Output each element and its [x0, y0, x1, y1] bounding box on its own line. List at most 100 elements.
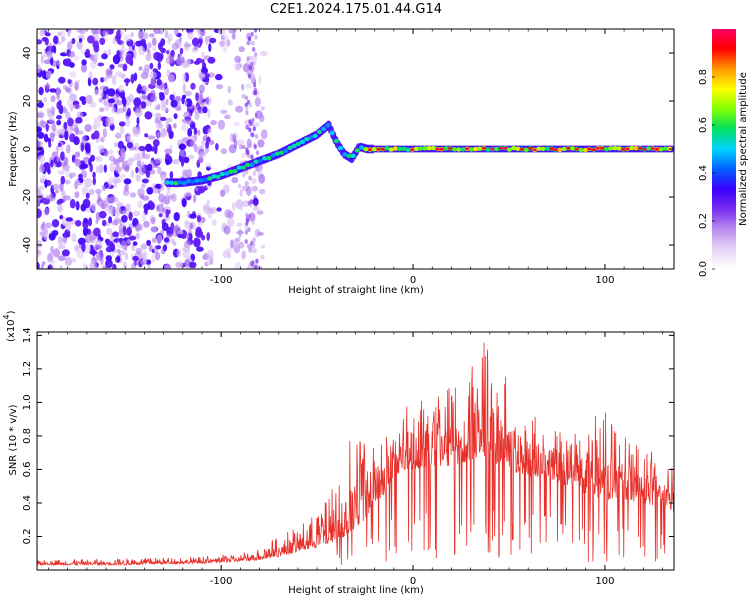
spectrogram-ridge-cell	[633, 146, 639, 151]
spectrogram-cell	[234, 55, 242, 63]
spectrogram-cell	[53, 35, 59, 45]
spectrogram-cell	[41, 261, 46, 266]
spectrogram-cell	[97, 145, 105, 153]
spectrogram-cell	[219, 109, 227, 114]
spectrogram-cell	[160, 182, 165, 192]
spectrogram-cell	[105, 117, 109, 128]
spectrogram-cell	[115, 166, 122, 174]
spectrogram-cell	[92, 177, 97, 186]
spectrogram-panel: -100 0 100 -40 -20 0 20 40 Height of straight …	[8, 28, 675, 296]
spectrogram-ridge-peak	[490, 147, 495, 151]
spectrogram-ridge-cell	[608, 146, 614, 151]
spectrogram-cell	[149, 71, 157, 79]
spectrogram-cell	[245, 105, 249, 111]
spectrogram-cell	[154, 117, 160, 125]
spectrogram-cell	[233, 121, 240, 127]
spectrogram-cell	[150, 226, 158, 234]
spectrogram-ridge-peak	[498, 146, 504, 150]
spectrogram-cell	[254, 34, 258, 40]
spectrogram-cell	[105, 255, 113, 262]
spectrogram-cell	[138, 165, 146, 176]
spectrogram-cell	[49, 88, 57, 93]
spectrogram-cell	[48, 42, 52, 52]
spectrogram-cell	[202, 106, 208, 114]
spectrogram-ridge-cell	[278, 150, 284, 155]
spectrogram-cell	[196, 246, 204, 252]
spectrogram-cell	[229, 132, 234, 143]
spectrogram-cell	[131, 244, 136, 252]
spectrogram-ylabel: Frequency (Hz)	[8, 111, 19, 187]
spectrogram-cell	[100, 77, 105, 83]
spectrogram-cell	[259, 188, 266, 195]
spectrogram-cell	[67, 41, 73, 51]
spectrogram-ridge-cell	[658, 147, 664, 152]
x-tick-label: -100	[210, 275, 233, 286]
spectrogram-cell	[244, 229, 248, 235]
spectrogram-ridge-peak	[465, 147, 470, 151]
spectrogram-cell	[207, 210, 213, 219]
spectrogram-cell	[167, 209, 171, 215]
spectrogram-cell	[115, 206, 122, 216]
spectrogram-cell	[247, 73, 252, 79]
spectrogram-cell	[117, 84, 125, 93]
spectrogram-cell	[97, 62, 105, 67]
spectrogram-cell	[218, 29, 226, 37]
spectrogram-cell	[93, 227, 101, 237]
spectrogram-cell	[188, 213, 197, 219]
spectrogram-cell	[37, 208, 42, 219]
spectrogram-cell	[133, 127, 139, 135]
spectrogram-cell	[164, 264, 172, 269]
spectrogram-cell	[111, 221, 115, 225]
spectrogram-ridge-peak	[566, 146, 571, 150]
spectrogram-ridge-cell	[270, 153, 276, 158]
spectrogram-cell	[56, 60, 61, 67]
spectrogram-cell	[133, 153, 141, 161]
spectrogram-ridge-peak	[549, 147, 554, 151]
spectrogram-cell	[41, 221, 46, 229]
spectrogram-cell	[112, 37, 117, 45]
spectrogram-cell	[95, 156, 103, 163]
spectrogram-cell	[179, 147, 185, 158]
spectrogram-cell	[173, 113, 178, 120]
spectrogram-cell	[164, 82, 168, 90]
spectrogram-cell	[43, 133, 49, 143]
spectrogram-cell	[155, 112, 162, 120]
y-tick-label: -40	[22, 237, 33, 253]
spectrogram-ridge-peak	[532, 148, 537, 152]
spectrogram-cell	[69, 174, 73, 180]
spectrogram-cell	[93, 116, 100, 123]
spectrogram-cell	[178, 143, 187, 150]
spectrogram-cell	[56, 115, 62, 120]
spectrogram-cell	[135, 40, 143, 47]
spectrogram-ridge-peak	[650, 147, 656, 150]
spectrogram-cell	[128, 211, 133, 221]
spectrogram-cell	[140, 100, 147, 109]
spectrogram-cell	[156, 79, 162, 86]
spectrogram-cell	[90, 154, 95, 162]
spectrogram-cell	[201, 138, 205, 148]
spectrogram-cell	[104, 103, 110, 111]
spectrogram-ridge-cell	[245, 162, 251, 168]
spectrogram-cell	[161, 207, 166, 214]
spectrogram-ridge-cell	[392, 146, 398, 151]
spectrogram-cell	[78, 173, 83, 179]
spectrogram-cell	[147, 42, 152, 49]
spectrogram-cell	[46, 107, 51, 114]
spectrogram-cell	[254, 90, 258, 96]
spectrogram-cell	[71, 38, 76, 45]
spectrogram-ridge-peak	[595, 146, 601, 150]
spectrogram-cell	[93, 130, 100, 140]
spectrogram-cell	[109, 64, 115, 70]
spectrogram-cell	[223, 184, 230, 194]
spectrogram-ridge-cell	[228, 169, 234, 174]
spectrogram-ridge-peak	[654, 147, 660, 151]
spectrogram-cell	[121, 40, 125, 51]
spectrogram-cell	[37, 141, 43, 146]
x-tick-label: -100	[210, 576, 233, 587]
spectrogram-cell	[125, 118, 131, 127]
spectrogram-cell	[37, 126, 42, 133]
spectrogram-ridge-cell	[207, 176, 213, 181]
spectrogram-cell	[165, 153, 170, 161]
spectrogram-cell	[79, 96, 87, 102]
spectrogram-cell	[198, 84, 205, 94]
